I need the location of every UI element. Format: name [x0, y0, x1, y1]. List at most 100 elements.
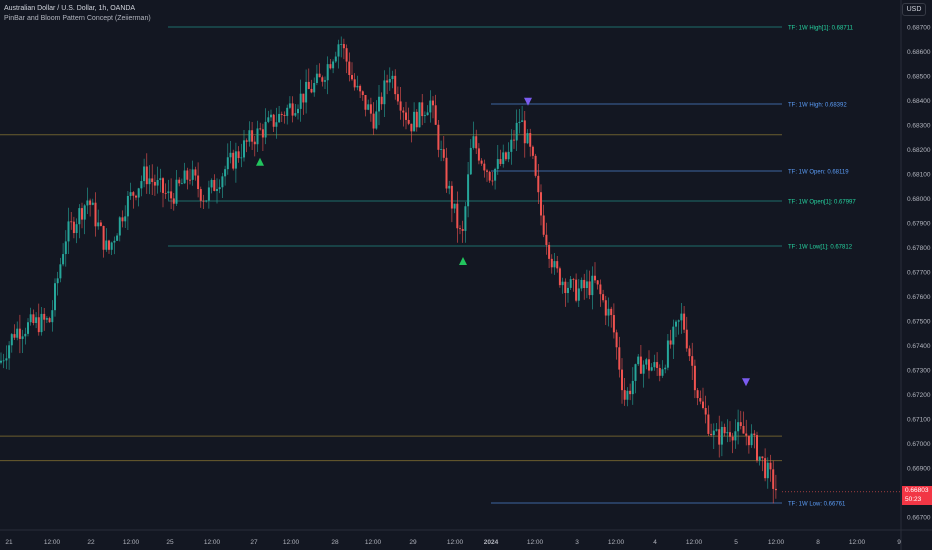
candle-body	[224, 169, 227, 177]
candle-body	[642, 364, 645, 374]
candle-body	[645, 359, 648, 365]
price-tick-label: 0.68400	[907, 98, 931, 105]
candle-body	[126, 195, 129, 217]
level-label: TF: 1W Open: 0.68119	[788, 170, 849, 176]
candle-body	[240, 157, 243, 159]
candle-body	[707, 414, 710, 434]
candle-body	[342, 44, 345, 49]
candle-body	[24, 333, 27, 337]
candle-body	[529, 133, 532, 147]
candle-body	[143, 166, 146, 182]
candle-body	[137, 188, 140, 198]
candle-body	[367, 104, 370, 110]
candle-body	[502, 152, 505, 164]
candle-body	[591, 275, 594, 296]
candle-body	[723, 426, 726, 434]
candle-body	[399, 101, 402, 111]
candle-body	[575, 279, 578, 301]
candle-body	[548, 244, 551, 259]
candle-body	[464, 206, 467, 231]
candle-body	[766, 462, 769, 479]
candle-body	[680, 313, 683, 321]
candle-body	[29, 314, 32, 323]
price-tick-label: 0.66700	[907, 515, 931, 522]
candle-body	[205, 200, 208, 202]
candle-body	[413, 111, 416, 132]
candle-body	[221, 176, 224, 188]
candle-body	[145, 166, 148, 185]
candle-body	[5, 358, 8, 361]
candle-body	[769, 462, 772, 470]
candle-body	[531, 146, 534, 156]
candle-body	[699, 398, 702, 402]
candle-body	[83, 205, 86, 220]
candle-body	[99, 222, 102, 226]
bullish-signal-icon	[459, 256, 467, 265]
candle-body	[229, 152, 232, 158]
candle-body	[745, 433, 748, 436]
candle-body	[210, 179, 213, 188]
candle-body	[294, 113, 297, 116]
candle-body	[677, 320, 680, 322]
candle-body	[97, 222, 100, 227]
candle-body	[753, 433, 756, 436]
horizontal-lines	[0, 134, 782, 462]
candle-body	[248, 130, 251, 142]
candle-body	[388, 79, 391, 83]
candle-body	[378, 96, 380, 112]
candle-body	[91, 202, 94, 205]
candle-body	[612, 315, 615, 333]
candle-body	[105, 240, 108, 250]
candle-body	[618, 347, 621, 370]
candle-body	[383, 80, 386, 105]
candle-body	[108, 240, 110, 250]
candle-body	[213, 179, 216, 191]
candle-body	[580, 279, 583, 289]
candle-body	[345, 48, 348, 62]
candle-body	[693, 365, 696, 391]
candle-body	[664, 367, 667, 370]
candle-body	[761, 456, 764, 459]
candle-body	[156, 180, 159, 186]
candle-body	[62, 254, 65, 265]
current-price-value: 0.66803	[905, 487, 929, 494]
candle-body	[353, 79, 356, 88]
indicator-name[interactable]: PinBar and Bloom Pattern Concept (Zeiier…	[4, 15, 151, 22]
candle-body	[504, 152, 507, 160]
candle-body	[437, 124, 440, 150]
candle-body	[391, 75, 394, 80]
candle-body	[86, 200, 89, 206]
candle-body	[315, 73, 318, 83]
candle-body	[48, 318, 51, 323]
candle-body	[774, 488, 777, 491]
candle-body	[132, 192, 135, 196]
candle-body	[418, 102, 421, 128]
candle-body	[442, 149, 445, 158]
candle-body	[410, 123, 413, 132]
candle-body	[129, 192, 132, 196]
candle-body	[140, 181, 143, 189]
candle-body	[332, 61, 335, 69]
candle-body	[118, 217, 121, 236]
price-tick-label: 0.67300	[907, 368, 931, 375]
time-tick-label: 12:00	[608, 539, 625, 546]
currency-button[interactable]: USD	[902, 3, 926, 16]
candle-body	[318, 73, 321, 78]
time-tick-label: 22	[87, 539, 95, 546]
candle-body	[661, 369, 664, 376]
time-tick-label: 2024	[484, 539, 499, 546]
candle-body	[216, 189, 218, 191]
candle-body	[334, 56, 337, 62]
candles	[0, 36, 777, 504]
candle-body	[67, 221, 70, 242]
candle-body	[251, 130, 254, 142]
candle-body	[337, 44, 340, 57]
candle-body	[51, 310, 54, 323]
candle-body	[726, 432, 729, 434]
candle-body	[54, 283, 56, 311]
price-tick-label: 0.67100	[907, 417, 931, 424]
candle-body	[10, 334, 13, 346]
candle-body	[648, 359, 650, 371]
candle-body	[351, 75, 353, 80]
